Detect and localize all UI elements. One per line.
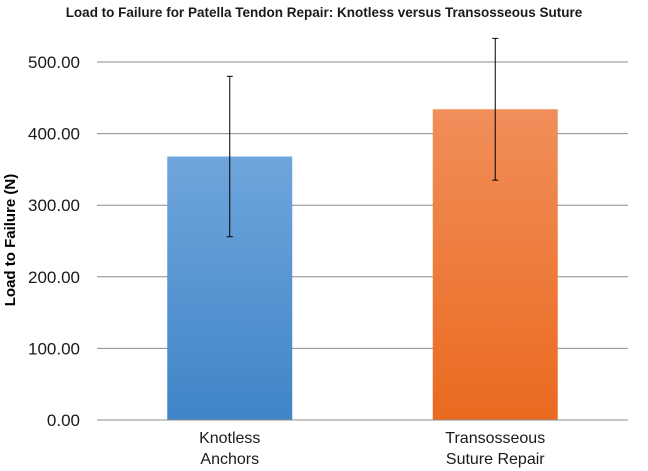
y-tick-label: 0.00: [47, 411, 80, 430]
chart-title: Load to Failure for Patella Tendon Repai…: [66, 5, 583, 20]
y-tick-label: 100.00: [28, 339, 80, 358]
x-tick-label: Knotless Anchors: [199, 430, 260, 468]
error-bars: [226, 37, 499, 238]
y-tick-label: 200.00: [28, 268, 80, 287]
bars: [167, 109, 558, 421]
x-tick-labels: Knotless Anchors Transosseous Suture Repair: [199, 430, 545, 468]
y-tick-label: 500.00: [28, 53, 80, 72]
y-axis-label: Load to Failure (N): [2, 174, 19, 307]
x-tick-label: Transosseous Suture Repair: [445, 430, 545, 468]
y-tick-label: 300.00: [28, 196, 80, 215]
y-tick-label: 400.00: [28, 125, 80, 144]
y-tick-labels: 0.00 100.00 200.00 300.00 400.00 500.00: [28, 53, 80, 430]
